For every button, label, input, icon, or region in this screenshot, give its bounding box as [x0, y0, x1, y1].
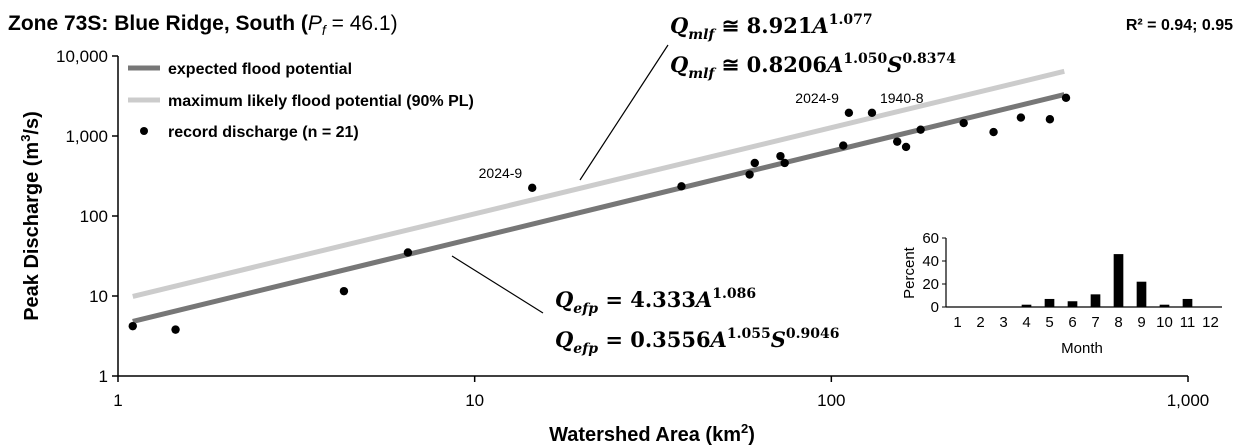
record-point	[844, 108, 854, 117]
r-squared: R² = 0.94; 0.95	[1126, 17, 1233, 34]
record-point	[867, 108, 877, 117]
record-discharge-points	[128, 93, 1071, 334]
inset-x-tick-label: 10	[1156, 314, 1173, 331]
inset-y-tick-label: 40	[922, 253, 939, 270]
inset-x-label: Month	[1061, 340, 1103, 357]
chart-title: Zone 73S: Blue Ridge, South (Pf = 46.1)	[8, 12, 398, 38]
legend-label-expected: expected flood potential	[168, 61, 352, 78]
record-point	[677, 182, 686, 191]
efp-leader-line	[451, 255, 544, 314]
y-tick-label: 10,000	[56, 47, 108, 66]
record-point	[171, 325, 180, 334]
record-point	[403, 248, 413, 257]
inset-y-tick-label: 0	[931, 299, 939, 316]
y-tick-label: 1,000	[65, 127, 108, 146]
equation-mlf-1: Qmlf ≅ 8.921A1.077	[670, 12, 873, 43]
record-point	[901, 142, 911, 152]
inset-x-tick-label: 11	[1180, 314, 1196, 331]
record-point	[780, 158, 789, 168]
legend: expected flood potential maximum likely …	[128, 61, 474, 141]
record-point	[839, 141, 848, 150]
inset-x-tick-label: 1	[953, 314, 961, 331]
point-labels: 2024-9 2024-9 1940-8	[479, 90, 924, 181]
inset-bar	[1159, 304, 1170, 307]
inset-x-tick-label: 12	[1202, 314, 1219, 331]
equation-callouts: Qmlf ≅ 8.921A1.077 Qmlf ≅ 0.8206A1.050S0…	[451, 12, 956, 357]
record-point	[750, 158, 759, 168]
inset-x-tick-label: 5	[1045, 314, 1053, 331]
expected-fit-line	[132, 92, 1065, 324]
inset-bar	[1044, 298, 1055, 307]
equation-efp-1: Qefp = 4.333A1.086	[555, 286, 756, 317]
record-point	[528, 183, 537, 193]
record-point	[776, 151, 785, 161]
record-point	[916, 125, 925, 134]
record-point	[1016, 113, 1026, 122]
record-point	[1045, 115, 1055, 124]
equation-mlf-2: Qmlf ≅ 0.8206A1.050S0.8374	[670, 51, 956, 82]
legend-dot-record	[140, 127, 148, 135]
record-point	[745, 170, 754, 179]
y-tick-label: 100	[80, 207, 108, 226]
legend-label-mlf: maximum likely flood potential (90% PL)	[168, 93, 474, 110]
x-tick-label: 1,000	[1167, 391, 1210, 410]
y-tick-label: 10	[89, 287, 108, 306]
x-tick-label: 10	[465, 391, 484, 410]
inset-bar	[1067, 301, 1078, 307]
inset-y-label: Percent	[901, 246, 918, 299]
inset-bar	[1182, 298, 1193, 307]
record-point	[989, 127, 998, 137]
x-tick-label: 100	[817, 391, 845, 410]
x-tick-label: 1	[113, 391, 122, 410]
inset-y-tick-label: 60	[922, 230, 939, 247]
y-axis-label: Peak Discharge (m3/s)	[18, 111, 43, 321]
point-label: 1940-8	[880, 90, 924, 106]
record-point	[128, 321, 137, 331]
equation-efp-2: Qefp = 0.3556A1.055S0.9046	[555, 326, 840, 357]
point-label: 2024-9	[479, 165, 523, 181]
mlf-leader-line	[579, 44, 669, 181]
inset-x-tick-label: 6	[1068, 314, 1076, 331]
record-point	[893, 137, 902, 146]
legend-label-record: record discharge (n = 21)	[168, 124, 359, 141]
inset-x-tick-label: 9	[1137, 314, 1145, 331]
inset-bar	[1136, 281, 1147, 307]
inset-bar	[1113, 254, 1124, 307]
y-tick-label: 1	[99, 367, 108, 386]
inset-bar	[1090, 294, 1101, 307]
inset-bar	[1021, 304, 1032, 307]
inset-y-tick-label: 20	[922, 276, 939, 293]
inset-x-tick-label: 4	[1022, 314, 1030, 331]
record-point	[959, 118, 968, 128]
x-axis-label: Watershed Area (km2)	[549, 421, 755, 446]
inset-x-tick-label: 3	[999, 314, 1007, 331]
inset-x-tick-label: 7	[1091, 314, 1099, 331]
point-label: 2024-9	[795, 90, 839, 106]
inset-x-tick-label: 8	[1114, 314, 1122, 331]
record-point	[339, 286, 349, 296]
inset-x-tick-label: 2	[976, 314, 984, 331]
record-point	[1061, 93, 1071, 103]
fit-lines	[132, 68, 1065, 324]
mlf-fit-line	[132, 68, 1065, 299]
